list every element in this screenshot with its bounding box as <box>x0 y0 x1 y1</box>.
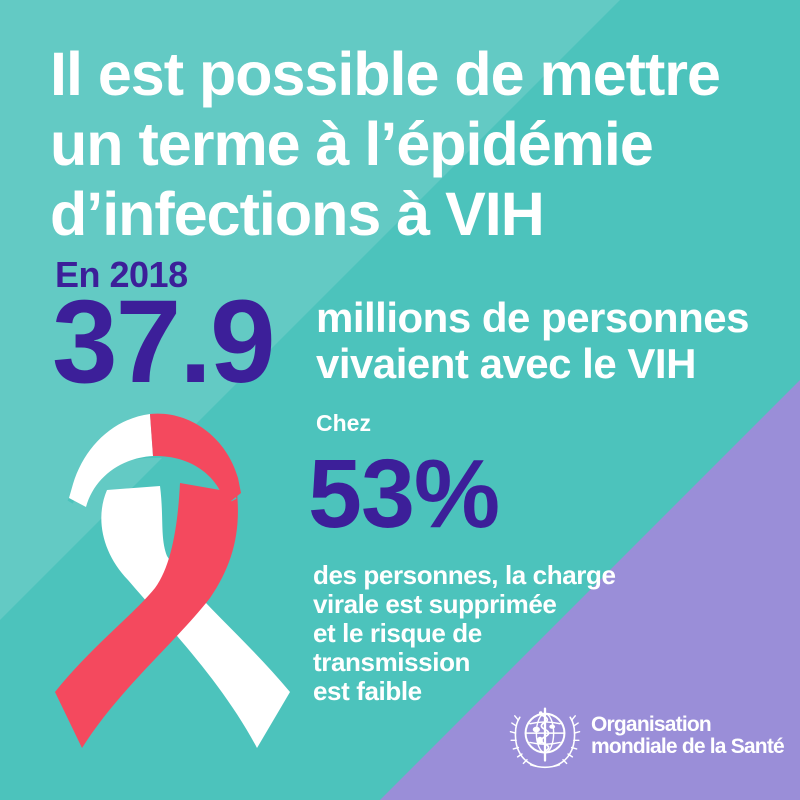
pct-desc-line-5: est faible <box>313 676 422 706</box>
title-line-1: Il est possible de mettre <box>50 40 721 108</box>
page-title: Il est possible de mettre un terme à l’é… <box>50 39 770 249</box>
pct-desc-line-4: transmission <box>313 647 471 677</box>
stat-value-millions: 37.9 <box>52 276 276 408</box>
pct-desc-line-1: des personnes, la charge <box>313 560 616 590</box>
percentage-intro: Chez <box>316 410 371 436</box>
percentage-description: des personnes, la charge virale est supp… <box>313 561 616 706</box>
who-logo: Organisation mondiale de la Santé <box>509 700 789 780</box>
stat-millions-description: millions de personnes vivaient avec le V… <box>316 295 749 387</box>
who-emblem-icon <box>509 707 581 769</box>
who-org-name: Organisation mondiale de la Santé <box>591 713 785 758</box>
pct-desc-line-2: virale est supprimée <box>313 589 557 619</box>
title-line-3: d’infections à VIH <box>50 180 545 248</box>
stat-value-percentage: 53% <box>308 439 500 548</box>
pct-desc-line-3: et le risque de <box>313 618 482 648</box>
awareness-ribbon-icon <box>55 413 290 748</box>
stat-millions-desc-line-2: vivaient avec le VIH <box>316 340 696 387</box>
who-org-name-line-2: mondiale de la Santé <box>591 735 785 758</box>
stat-millions-desc-line-1: millions de personnes <box>316 294 749 341</box>
title-line-2: un terme à l’épidémie <box>50 110 654 178</box>
who-org-name-line-1: Organisation <box>591 713 712 736</box>
year-label: En 2018 <box>55 254 188 295</box>
